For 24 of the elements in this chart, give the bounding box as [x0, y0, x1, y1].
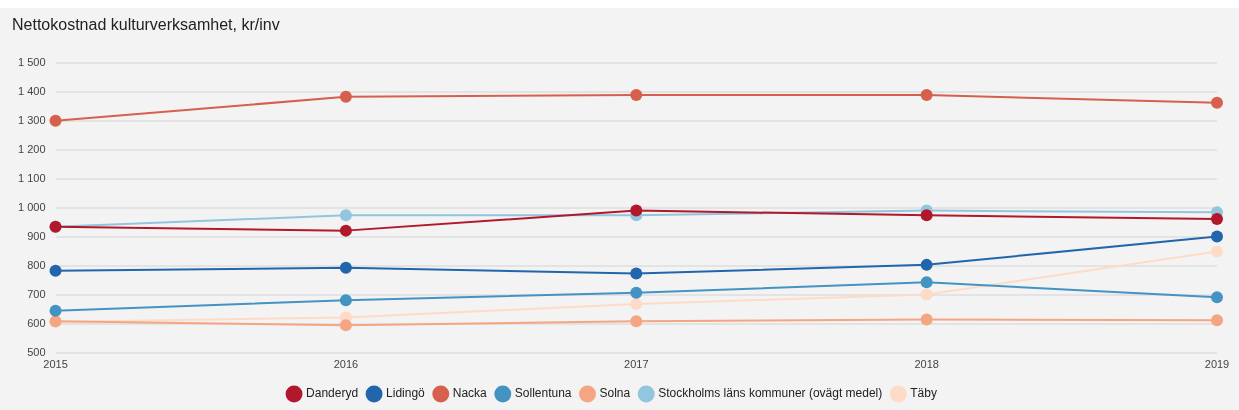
y-tick-label: 1 000	[18, 200, 46, 213]
x-tick-label: 2019	[1204, 358, 1230, 371]
x-tick-label: 2016	[333, 358, 359, 371]
x-tick-label: 2015	[43, 358, 68, 371]
y-tick-label: 500	[27, 345, 46, 358]
y-tick-label: 900	[27, 229, 46, 242]
legend-label: Solna	[599, 386, 631, 401]
legend-label: Täby	[910, 386, 937, 401]
y-tick-label: 1 200	[18, 142, 46, 155]
y-tick-label: 600	[27, 316, 46, 329]
x-tick-label: 2018	[914, 358, 939, 371]
y-tick-label: 700	[27, 287, 46, 300]
x-tick-label: 2017	[624, 358, 649, 371]
legend-label: Stockholms läns kommuner (ovägt medel)	[658, 386, 883, 401]
legend-label: Nacka	[452, 386, 488, 401]
y-tick-label: 1 300	[18, 113, 46, 126]
legend-label: Sollentuna	[514, 386, 572, 401]
legend-label: Lidingö	[386, 386, 426, 401]
y-tick-label: 1 500	[18, 55, 46, 68]
y-tick-label: 1 100	[18, 171, 46, 184]
y-tick-label: 800	[27, 258, 46, 271]
chart-title: Nettokostnad kulturverksamhet, kr/inv	[12, 16, 280, 34]
y-tick-label: 1 400	[18, 84, 46, 97]
legend-label: Danderyd	[306, 386, 359, 401]
